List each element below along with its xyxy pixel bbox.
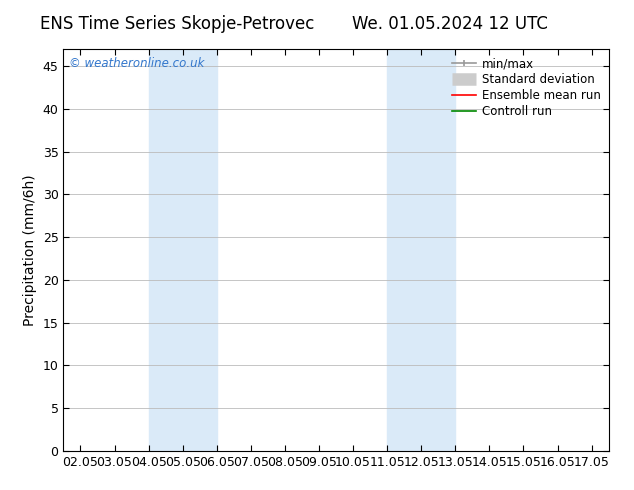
Text: We. 01.05.2024 12 UTC: We. 01.05.2024 12 UTC [353, 15, 548, 33]
Y-axis label: Precipitation (mm/6h): Precipitation (mm/6h) [23, 174, 37, 326]
Text: ENS Time Series Skopje-Petrovec: ENS Time Series Skopje-Petrovec [41, 15, 314, 33]
Bar [148, 49, 217, 451]
Legend: min/max, Standard deviation, Ensemble mean run, Controll run: min/max, Standard deviation, Ensemble me… [450, 55, 603, 121]
Text: © weatheronline.co.uk: © weatheronline.co.uk [69, 57, 204, 70]
Bar [387, 49, 455, 451]
